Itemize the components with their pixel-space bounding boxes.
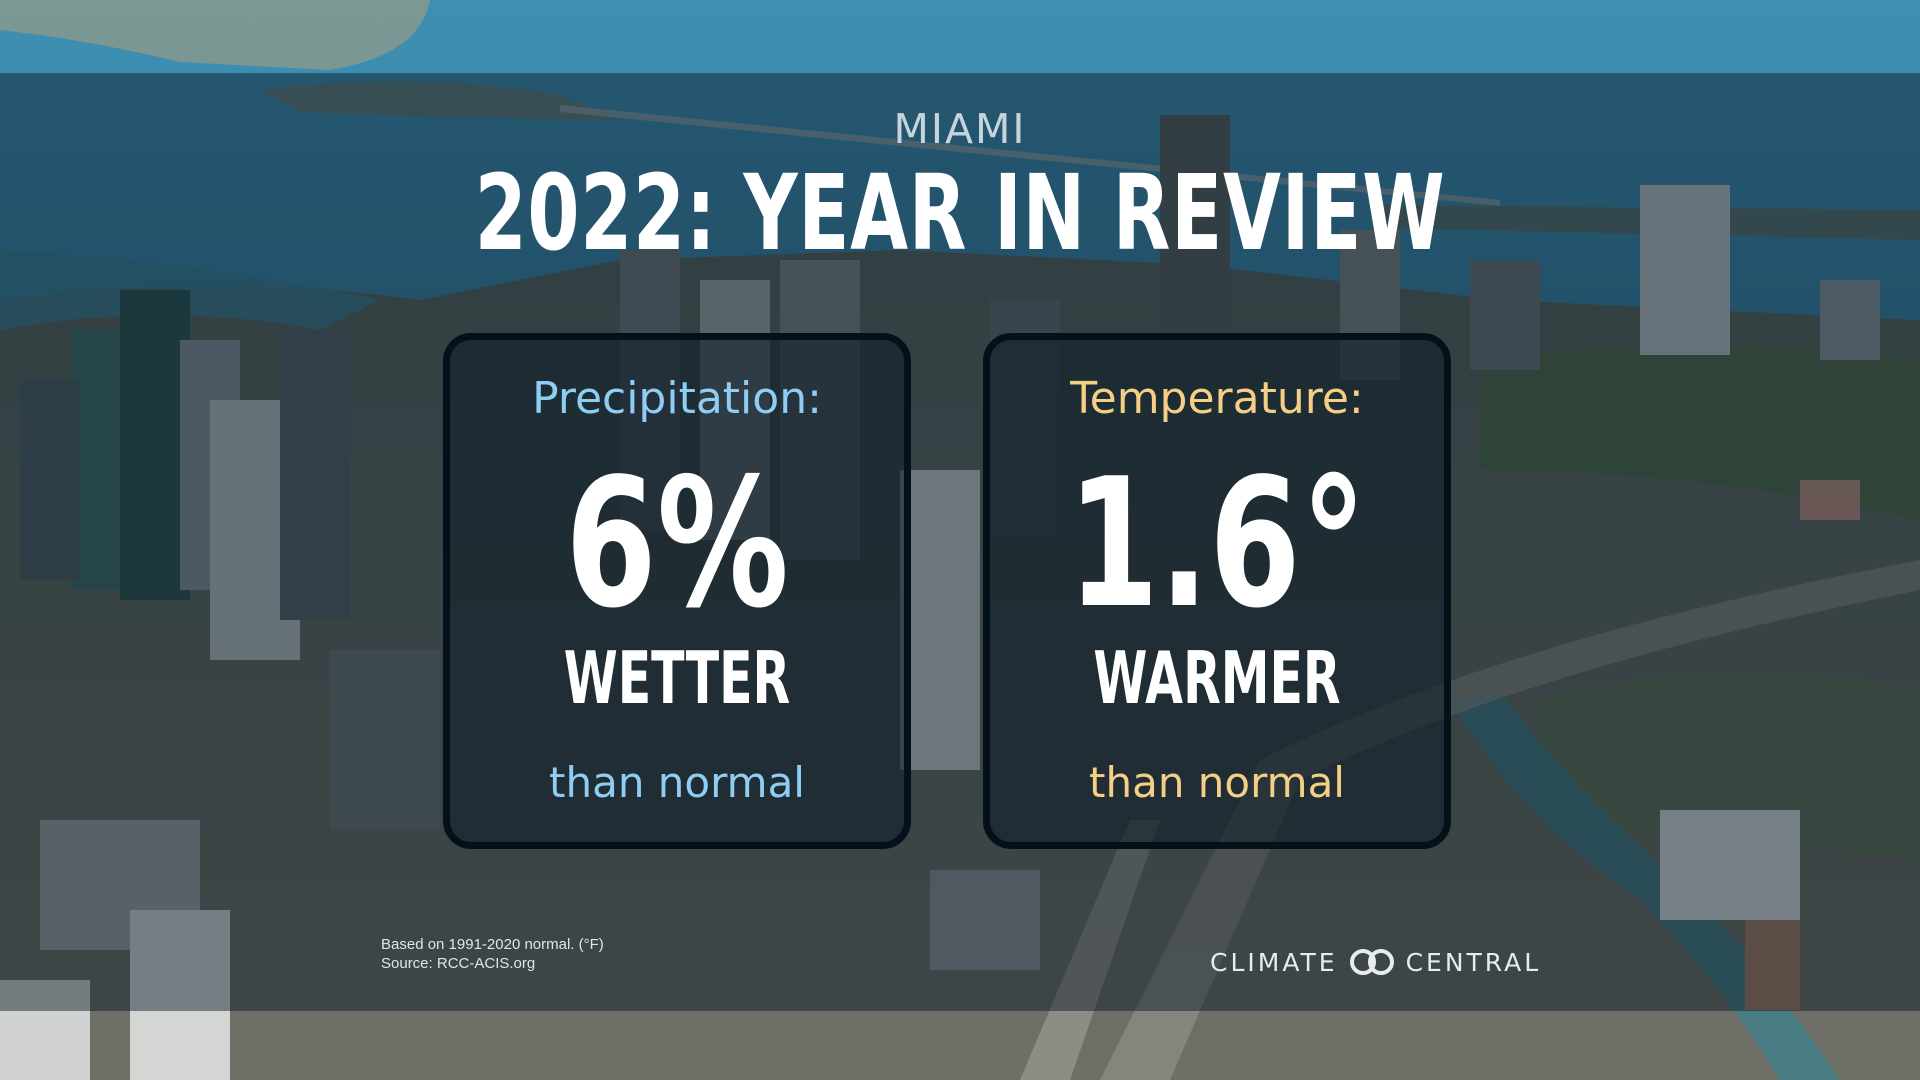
logo-word-left: CLIMATE (1210, 947, 1338, 977)
dark-overlay-panel (0, 73, 1920, 1011)
temperature-label: Temperature: (1070, 373, 1364, 424)
footnote-source: Source: RCC-ACIS.org (381, 955, 536, 972)
temperature-value: 1.6° (1067, 440, 1367, 647)
precipitation-descriptor: WETTER (563, 636, 791, 720)
precipitation-value: 6% (565, 440, 789, 647)
temperature-comparison: than normal (1089, 758, 1345, 807)
precipitation-card: Precipitation: 6% WETTER than normal (443, 333, 911, 849)
temperature-card: Temperature: 1.6° WARMER than normal (983, 333, 1451, 849)
graphic-title: 2022: YEAR IN REVIEW (474, 152, 1446, 274)
climate-central-logo: CLIMATE CENTRAL (1210, 946, 1541, 978)
source-footnote: Based on 1991-2020 normal. (°F) Source: … (381, 935, 604, 973)
footnote-normal-period: Based on 1991-2020 normal. (°F) (381, 936, 604, 953)
city-name: MIAMI (893, 105, 1027, 153)
interlocking-rings-icon (1349, 949, 1394, 975)
temperature-descriptor: WARMER (1093, 636, 1341, 720)
precipitation-label: Precipitation: (532, 373, 822, 424)
logo-word-right: CENTRAL (1405, 947, 1542, 977)
precipitation-comparison: than normal (549, 758, 805, 807)
